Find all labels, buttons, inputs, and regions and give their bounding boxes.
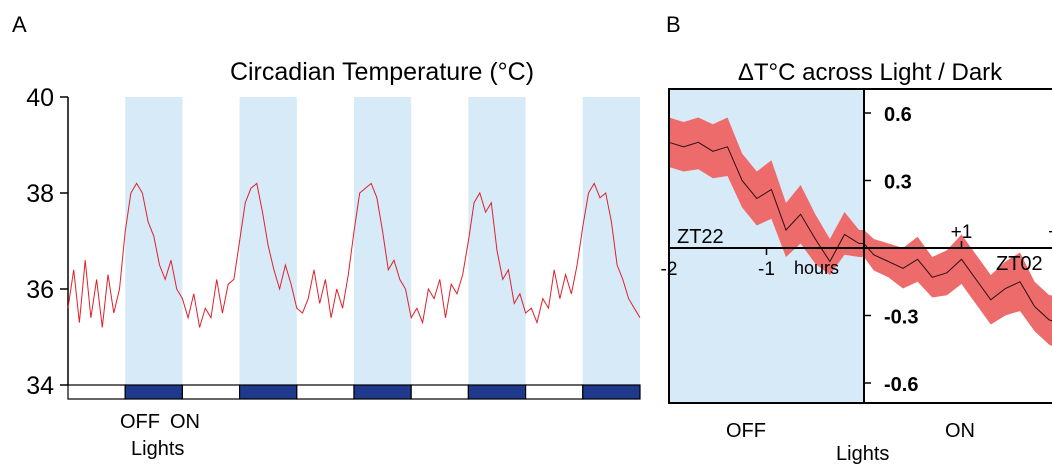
b-x-tick-label+1: +1 xyxy=(951,222,973,243)
dark-phase-band-1 xyxy=(125,97,183,385)
light-bar-light-1 xyxy=(67,384,126,400)
panel-a-title: Circadian Temperature (°C) xyxy=(230,58,534,86)
panel-a-on-label: ON xyxy=(170,411,200,433)
light-bar-dark-6 xyxy=(353,384,412,400)
panel-a-off-label: OFF xyxy=(120,411,160,433)
b-y-tick-label--0.6: -0.6 xyxy=(884,374,918,396)
error-band xyxy=(669,117,1052,347)
temperature-trace xyxy=(67,182,641,328)
panel-b-lights-label: Lights xyxy=(836,443,889,465)
y-tick-label-34: 34 xyxy=(26,372,54,400)
dark-phase-band-3 xyxy=(354,97,412,385)
b-x-tick-label+2: +2 xyxy=(1048,222,1052,243)
b-y-tick-label-0.3: 0.3 xyxy=(884,172,912,194)
dark-phase-band-4 xyxy=(468,97,526,385)
b-x-tick-label-2: -2 xyxy=(661,259,678,280)
hours-label: hours xyxy=(794,258,839,278)
panel-a-dark-bands xyxy=(125,97,640,385)
y-tick-label-36: 36 xyxy=(26,276,54,304)
panel-b-title: ΔT°C across Light / Dark xyxy=(738,59,1003,86)
panel-b-off-label: OFF xyxy=(726,420,766,442)
light-bar-light-9 xyxy=(524,384,584,400)
light-bar-light-5 xyxy=(296,384,355,400)
light-bar-dark-10 xyxy=(582,384,641,400)
y-tick-label-38: 38 xyxy=(26,180,54,208)
y-tick-label-40: 40 xyxy=(26,84,54,112)
zt02-label: ZT02 xyxy=(996,253,1043,275)
light-bar-light-7 xyxy=(410,384,470,400)
panel-a-axes: 34 36 38 40 xyxy=(26,84,69,400)
zt22-label: ZT22 xyxy=(677,226,724,248)
b-y-tick-label--0.3: -0.3 xyxy=(884,307,918,329)
panel-b-on-label: ON xyxy=(945,420,975,442)
light-bar-dark-4 xyxy=(239,384,298,400)
panel-b-label: B xyxy=(666,12,681,37)
light-bar-dark-8 xyxy=(467,384,527,400)
panel-a-label: A xyxy=(12,12,27,37)
panel-a-light-bar xyxy=(67,384,641,400)
dark-phase-band-2 xyxy=(239,97,297,385)
light-bar-light-3 xyxy=(181,384,241,400)
panel-b-plot: 0.6 0.3 -0.3 -0.6 -2 -1 +1 +2 xyxy=(661,88,1052,404)
light-bar-dark-2 xyxy=(124,384,183,400)
panel-a-trace xyxy=(67,182,641,328)
plot-frame xyxy=(668,88,1052,404)
dark-phase-band-5 xyxy=(582,97,640,385)
b-x-tick-label-1: -1 xyxy=(758,259,775,280)
b-y-tick-label-0.6: 0.6 xyxy=(884,104,912,126)
panel-a-lights-label: Lights xyxy=(131,438,184,460)
